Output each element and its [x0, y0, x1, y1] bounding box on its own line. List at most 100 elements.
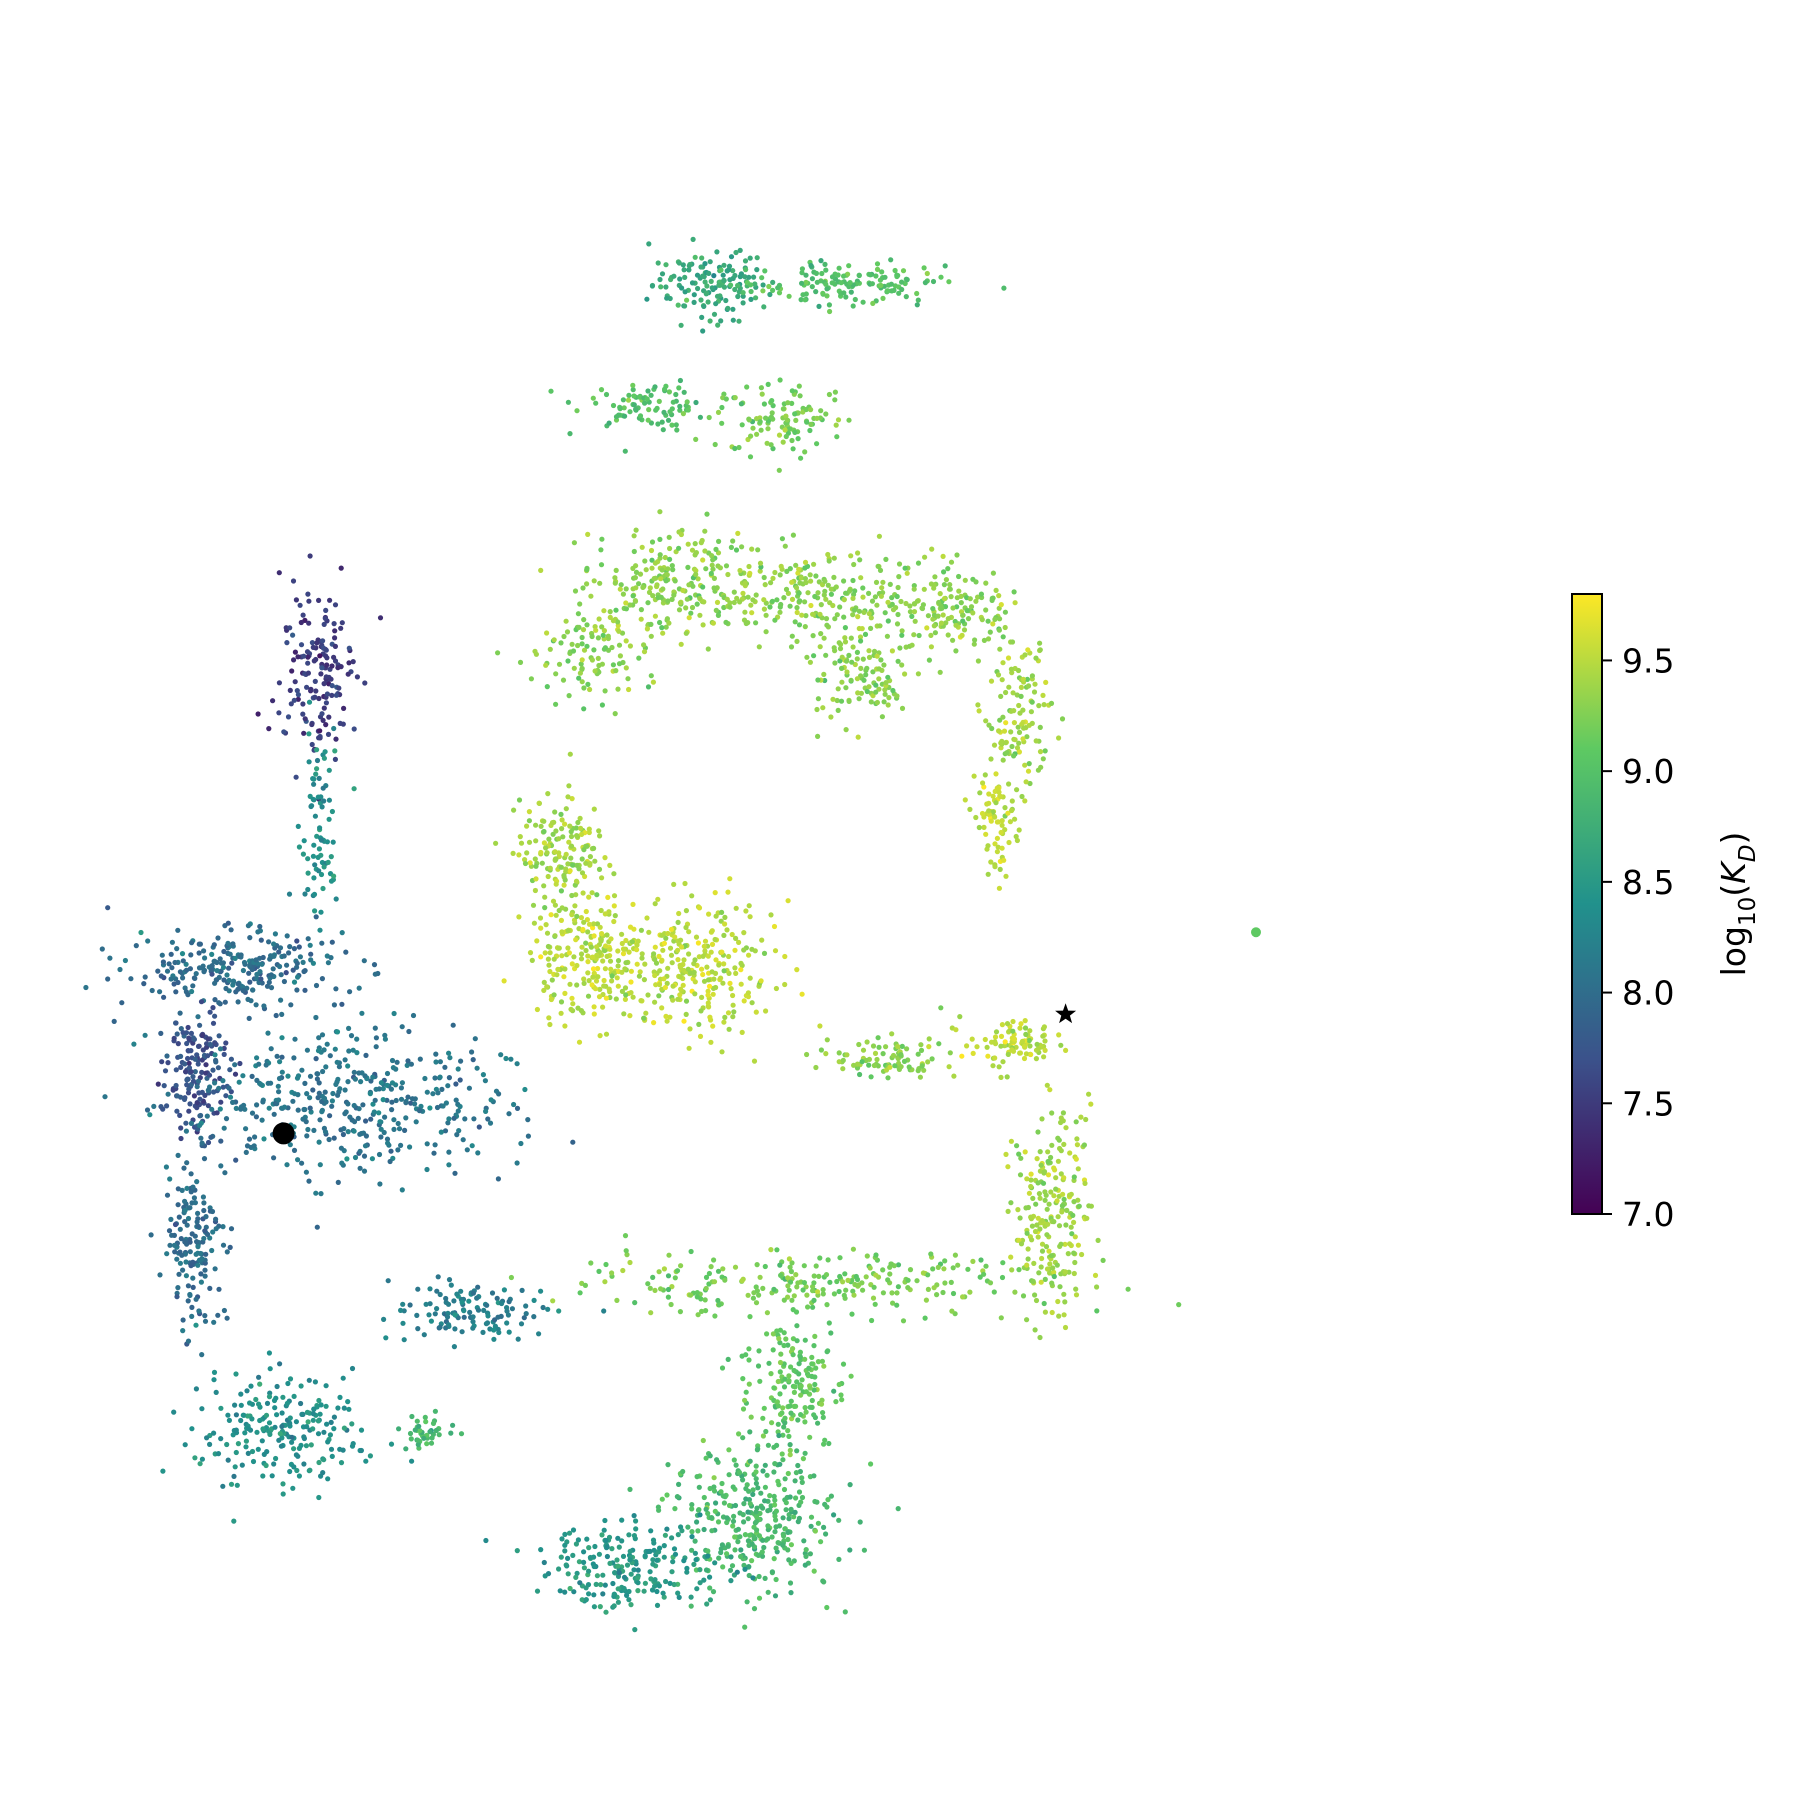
scatter-point [261, 1003, 267, 1009]
scatter-point [591, 578, 597, 584]
scatter-point [141, 981, 147, 987]
scatter-point [740, 1435, 746, 1441]
scatter-point [787, 1494, 793, 1500]
scatter-point [796, 590, 802, 596]
scatter-point [921, 586, 927, 592]
scatter-point [246, 970, 252, 976]
scatter-point [824, 1302, 830, 1308]
scatter-point [1056, 1313, 1062, 1319]
scatter-point [754, 1262, 760, 1268]
scatter-point [634, 947, 640, 953]
scatter-point [584, 1536, 590, 1542]
scatter-point [1060, 1191, 1066, 1197]
scatter-point [588, 944, 595, 950]
scatter-point [876, 676, 882, 682]
scatter-point [688, 610, 694, 616]
scatter-point [932, 574, 938, 580]
scatter-point [298, 1442, 304, 1448]
scatter-point [767, 1507, 773, 1513]
scatter-point [304, 1091, 310, 1097]
scatter-point [324, 1041, 330, 1047]
scatter-point [615, 958, 622, 964]
scatter-point [311, 1406, 317, 1412]
scatter-point [1070, 1212, 1076, 1218]
scatter-point [914, 290, 920, 297]
scatter-point [769, 1569, 776, 1575]
scatter-point [226, 977, 232, 984]
scatter-point [395, 1147, 401, 1153]
scatter-point [599, 536, 605, 542]
scatter-point [770, 287, 776, 293]
scatter-point [983, 580, 989, 586]
scatter-point [801, 1538, 807, 1544]
scatter-point [667, 545, 673, 552]
scatter-point [775, 1378, 781, 1385]
scatter-point [603, 1031, 610, 1037]
scatter-point [138, 929, 144, 936]
scatter-point [664, 616, 671, 622]
scatter-point [794, 1448, 800, 1454]
scatter-point [611, 918, 617, 925]
scatter-point [735, 1539, 741, 1545]
scatter-point [317, 1117, 323, 1123]
scatter-point [579, 665, 585, 672]
scatter-point [858, 665, 864, 672]
scatter-point [581, 1559, 587, 1565]
scatter-point [701, 1494, 707, 1501]
scatter-point [793, 562, 799, 568]
scatter-point [715, 409, 722, 415]
scatter-point [848, 1373, 854, 1379]
scatter-point [314, 766, 320, 772]
scatter-point [656, 981, 663, 988]
scatter-point [746, 1346, 752, 1352]
scatter-point [961, 627, 968, 633]
scatter-point [544, 984, 550, 990]
cluster-c10 [975, 639, 1066, 819]
scatter-point [773, 1517, 779, 1523]
scatter-point [674, 427, 680, 433]
scatter-point [186, 1060, 192, 1066]
scatter-point [209, 963, 215, 969]
scatter-point [749, 546, 755, 552]
scatter-point [636, 581, 642, 587]
scatter-point [783, 1507, 789, 1513]
scatter-point [612, 575, 618, 581]
scatter-point [294, 987, 300, 993]
scatter-point [227, 1067, 233, 1073]
scatter-point [610, 662, 617, 668]
scatter-point [781, 1486, 788, 1493]
scatter-point [802, 599, 808, 605]
scatter-point [697, 414, 704, 420]
scatter-point [260, 954, 266, 961]
scatter-point [868, 615, 874, 621]
scatter-point [312, 1379, 318, 1385]
scatter-point [338, 625, 344, 631]
scatter-point [809, 1404, 815, 1410]
scatter-point [482, 1078, 488, 1084]
scatter-point [699, 994, 705, 1001]
scatter-point [691, 292, 697, 298]
scatter-point [796, 1361, 802, 1367]
scatter-point [197, 1096, 203, 1102]
scatter-point [354, 1050, 360, 1056]
scatter-point [882, 610, 888, 616]
scatter-point [741, 1562, 747, 1568]
scatter-point [644, 296, 650, 302]
scatter-point [194, 1179, 200, 1185]
scatter-point [737, 274, 743, 280]
scatter-point [1073, 1292, 1080, 1298]
scatter-point [719, 420, 725, 426]
scatter-point [803, 1409, 809, 1415]
scatter-point [702, 938, 709, 944]
scatter-point [807, 427, 813, 434]
scatter-point [1075, 1166, 1081, 1172]
scatter-point [844, 669, 850, 675]
scatter-point [696, 1021, 702, 1027]
scatter-point [841, 614, 847, 620]
scatter-point [183, 967, 190, 973]
scatter-point [1037, 724, 1043, 731]
scatter-point [314, 1224, 320, 1230]
scatter-point [837, 1273, 843, 1280]
scatter-point [709, 1528, 715, 1534]
scatter-point [614, 975, 620, 981]
